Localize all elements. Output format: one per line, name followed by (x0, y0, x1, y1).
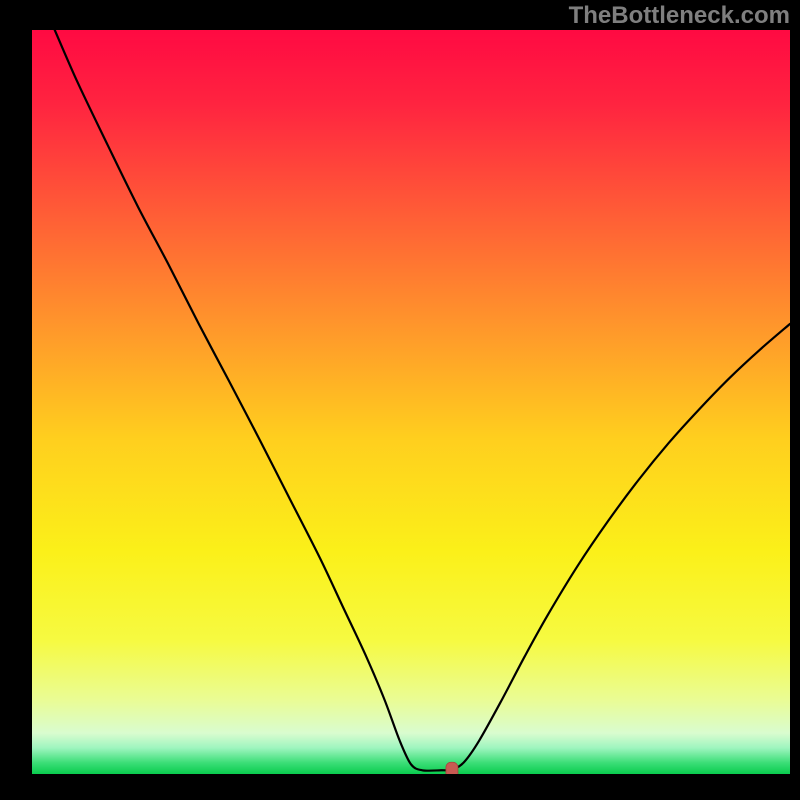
chart-frame: TheBottleneck.com (0, 0, 800, 800)
chart-svg (32, 30, 790, 774)
plot-area (32, 30, 790, 774)
source-watermark: TheBottleneck.com (569, 2, 790, 30)
optimal-point-marker (446, 762, 458, 774)
gradient-background (32, 30, 790, 774)
